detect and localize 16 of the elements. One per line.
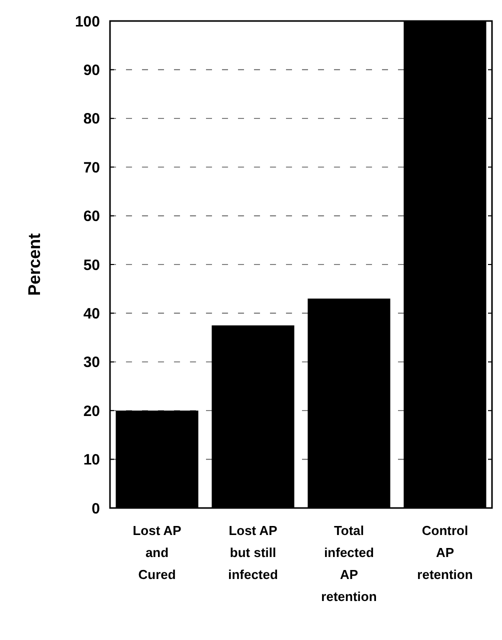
y-tick-label: 60 <box>83 208 100 226</box>
y-tick-label: 10 <box>83 452 100 469</box>
x-tick-label: Control AP retention <box>417 523 473 582</box>
y-tick-label: 50 <box>83 256 100 274</box>
y-tick-label: 40 <box>83 305 100 322</box>
y-tick-label: 20 <box>83 402 100 420</box>
y-tick-label: 0 <box>92 500 100 518</box>
y-tick-label: 80 <box>83 110 100 128</box>
y-tick-label: 90 <box>83 62 100 79</box>
x-tick-label: Lost AP but still infected <box>228 523 278 582</box>
y-tick-label: 100 <box>74 13 100 30</box>
y-axis-title: Percent <box>25 232 44 296</box>
y-tick-label: 30 <box>83 354 100 372</box>
x-tick-label: Lost AP and Cured <box>132 523 182 582</box>
x-tick-label: Total infected AP retention <box>321 523 377 604</box>
y-tick-label: 70 <box>83 159 100 176</box>
